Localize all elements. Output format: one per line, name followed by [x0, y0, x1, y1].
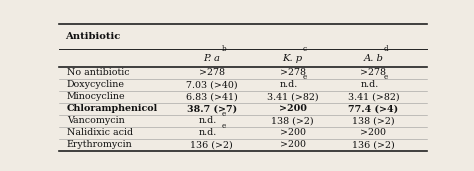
Text: n.d.: n.d. — [361, 80, 379, 89]
Text: >200: >200 — [280, 128, 306, 137]
Text: 138 (>2): 138 (>2) — [271, 116, 314, 125]
Text: Nalidixic acid: Nalidixic acid — [66, 128, 133, 137]
Text: >200: >200 — [360, 128, 386, 137]
Text: No antibiotic: No antibiotic — [66, 68, 129, 77]
Text: A. b: A. b — [364, 54, 383, 63]
Text: e: e — [222, 122, 226, 130]
Text: 136 (>2): 136 (>2) — [352, 140, 395, 149]
Text: >278: >278 — [360, 68, 386, 77]
Text: 6.83 (>41): 6.83 (>41) — [186, 92, 237, 101]
Text: e: e — [222, 110, 226, 117]
Text: n.d.: n.d. — [199, 128, 217, 137]
Text: >200: >200 — [279, 104, 307, 113]
Text: 77.4 (>4): 77.4 (>4) — [348, 104, 398, 113]
Text: Chloramphenicol: Chloramphenicol — [66, 104, 158, 113]
Text: 7.03 (>40): 7.03 (>40) — [186, 80, 237, 89]
Text: >278: >278 — [280, 68, 306, 77]
Text: Vancomycin: Vancomycin — [66, 116, 124, 125]
Text: n.d.: n.d. — [199, 116, 217, 125]
Text: K. p: K. p — [283, 54, 302, 63]
Text: d: d — [383, 45, 388, 53]
Text: b: b — [222, 45, 227, 53]
Text: c: c — [303, 45, 307, 53]
Text: Erythromycin: Erythromycin — [66, 140, 132, 149]
Text: 3.41 (>82): 3.41 (>82) — [267, 92, 319, 101]
Text: Doxycycline: Doxycycline — [66, 80, 125, 89]
Text: 138 (>2): 138 (>2) — [352, 116, 395, 125]
Text: 136 (>2): 136 (>2) — [191, 140, 233, 149]
Text: >278: >278 — [199, 68, 225, 77]
Text: >200: >200 — [280, 140, 306, 149]
Text: Antibiotic: Antibiotic — [65, 32, 120, 42]
Text: P. a: P. a — [203, 54, 220, 63]
Text: e: e — [383, 73, 388, 81]
Text: n.d.: n.d. — [280, 80, 298, 89]
Text: 38.7 (>7): 38.7 (>7) — [187, 104, 237, 113]
Text: Minocycline: Minocycline — [66, 92, 125, 101]
Text: e: e — [302, 73, 307, 81]
Text: 3.41 (>82): 3.41 (>82) — [347, 92, 399, 101]
